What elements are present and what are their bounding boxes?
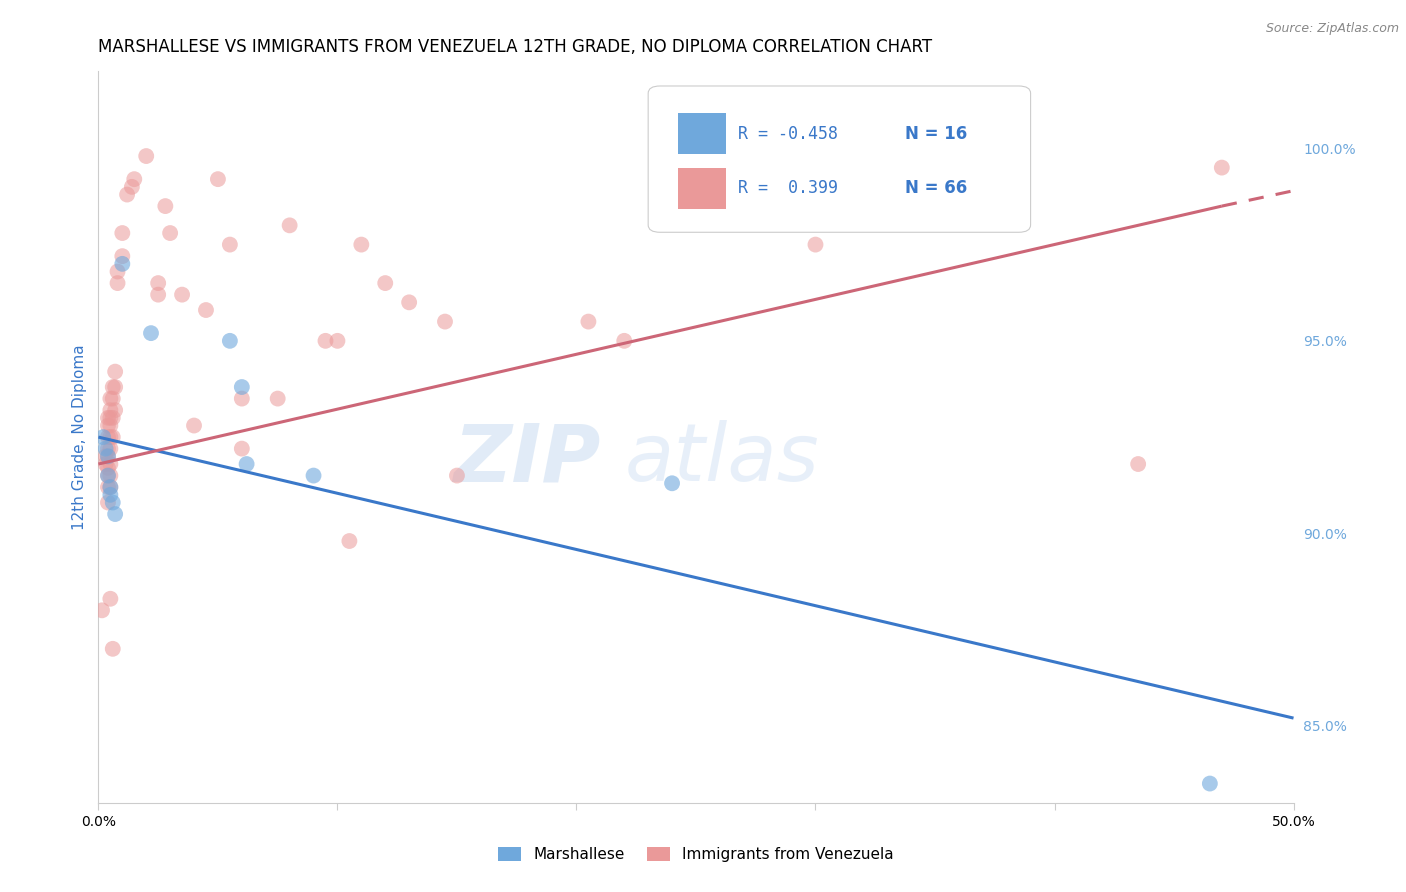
Point bbox=[302, 468, 325, 483]
Point bbox=[98, 480, 122, 494]
Point bbox=[104, 403, 127, 417]
Text: N = 66: N = 66 bbox=[905, 179, 967, 197]
Point bbox=[135, 149, 157, 163]
Point bbox=[101, 641, 124, 656]
Point bbox=[101, 495, 124, 509]
Point bbox=[1128, 457, 1150, 471]
Point bbox=[148, 276, 170, 290]
Point bbox=[97, 468, 120, 483]
Point bbox=[98, 457, 122, 471]
Point bbox=[101, 380, 124, 394]
Point bbox=[98, 591, 122, 606]
Point bbox=[315, 334, 337, 348]
Point bbox=[97, 450, 120, 464]
Point bbox=[94, 442, 117, 456]
Point bbox=[101, 392, 124, 406]
Y-axis label: 12th Grade, No Diploma: 12th Grade, No Diploma bbox=[72, 344, 87, 530]
Point bbox=[97, 468, 120, 483]
Point bbox=[111, 226, 134, 240]
Point bbox=[948, 211, 970, 225]
Point bbox=[661, 476, 683, 491]
Point bbox=[231, 392, 253, 406]
Text: atlas: atlas bbox=[624, 420, 820, 498]
Point bbox=[98, 418, 122, 433]
Point bbox=[97, 410, 120, 425]
Point bbox=[98, 430, 122, 444]
Point bbox=[235, 457, 257, 471]
Point bbox=[97, 450, 120, 464]
Point bbox=[97, 495, 120, 509]
Point bbox=[101, 430, 124, 444]
Point bbox=[326, 334, 349, 348]
Point bbox=[434, 315, 457, 329]
Text: R =  0.399: R = 0.399 bbox=[738, 179, 838, 197]
Point bbox=[155, 199, 177, 213]
FancyBboxPatch shape bbox=[678, 169, 725, 209]
Point bbox=[124, 172, 146, 186]
Point bbox=[121, 179, 143, 194]
Text: Source: ZipAtlas.com: Source: ZipAtlas.com bbox=[1265, 22, 1399, 36]
Point bbox=[98, 468, 122, 483]
Point bbox=[111, 249, 134, 263]
Point bbox=[172, 287, 194, 301]
Point bbox=[94, 450, 117, 464]
Point bbox=[91, 603, 114, 617]
Point bbox=[115, 187, 138, 202]
Point bbox=[107, 276, 129, 290]
Point bbox=[219, 237, 242, 252]
Point bbox=[207, 172, 229, 186]
Point bbox=[374, 276, 396, 290]
Text: R = -0.458: R = -0.458 bbox=[738, 125, 838, 143]
Point bbox=[613, 334, 636, 348]
Point bbox=[219, 334, 242, 348]
Point bbox=[98, 410, 122, 425]
Point bbox=[101, 410, 124, 425]
Point bbox=[104, 365, 127, 379]
Point bbox=[97, 480, 120, 494]
Point bbox=[98, 392, 122, 406]
Point bbox=[1211, 161, 1233, 175]
Point bbox=[804, 237, 827, 252]
Point bbox=[231, 442, 253, 456]
Text: MARSHALLESE VS IMMIGRANTS FROM VENEZUELA 12TH GRADE, NO DIPLOMA CORRELATION CHAR: MARSHALLESE VS IMMIGRANTS FROM VENEZUELA… bbox=[98, 38, 932, 56]
Point bbox=[1199, 776, 1222, 790]
Point bbox=[924, 199, 946, 213]
Point bbox=[98, 480, 122, 494]
Point bbox=[98, 488, 122, 502]
FancyBboxPatch shape bbox=[678, 113, 725, 153]
Point bbox=[148, 287, 170, 301]
Legend: Marshallese, Immigrants from Venezuela: Marshallese, Immigrants from Venezuela bbox=[492, 841, 900, 868]
Point bbox=[446, 468, 468, 483]
Point bbox=[104, 380, 127, 394]
Point bbox=[104, 507, 127, 521]
Text: N = 16: N = 16 bbox=[905, 125, 967, 143]
Point bbox=[578, 315, 600, 329]
Point bbox=[278, 219, 301, 233]
Point bbox=[98, 403, 122, 417]
Point bbox=[398, 295, 420, 310]
Point bbox=[97, 430, 120, 444]
Point bbox=[97, 461, 120, 475]
Point bbox=[111, 257, 134, 271]
FancyBboxPatch shape bbox=[648, 86, 1031, 232]
Point bbox=[183, 418, 205, 433]
Point bbox=[339, 534, 361, 549]
Point bbox=[94, 457, 117, 471]
Point bbox=[350, 237, 373, 252]
Point bbox=[98, 442, 122, 456]
Point bbox=[139, 326, 162, 340]
Point bbox=[97, 418, 120, 433]
Point bbox=[91, 430, 114, 444]
Point bbox=[159, 226, 181, 240]
Point bbox=[195, 303, 218, 318]
Text: ZIP: ZIP bbox=[453, 420, 600, 498]
Point bbox=[97, 442, 120, 456]
Point bbox=[231, 380, 253, 394]
Point bbox=[107, 264, 129, 278]
Point bbox=[267, 392, 290, 406]
